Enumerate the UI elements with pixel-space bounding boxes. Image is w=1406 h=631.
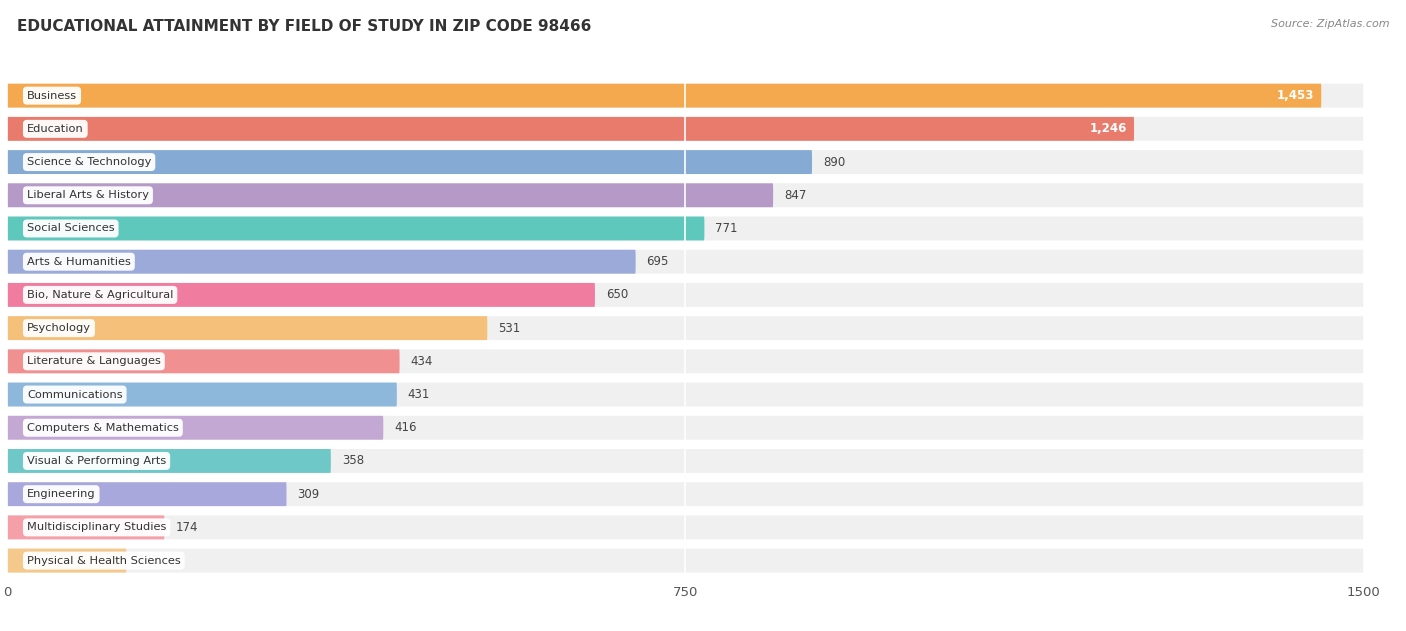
FancyBboxPatch shape (7, 416, 1364, 440)
Text: 695: 695 (647, 255, 669, 268)
Text: Visual & Performing Arts: Visual & Performing Arts (27, 456, 166, 466)
FancyBboxPatch shape (7, 150, 813, 174)
FancyBboxPatch shape (7, 516, 1364, 540)
Text: 309: 309 (298, 488, 319, 500)
FancyBboxPatch shape (7, 84, 1322, 108)
Text: Liberal Arts & History: Liberal Arts & History (27, 191, 149, 200)
Text: 890: 890 (823, 156, 845, 168)
FancyBboxPatch shape (7, 184, 1364, 207)
FancyBboxPatch shape (7, 250, 1364, 274)
Text: 847: 847 (785, 189, 807, 202)
FancyBboxPatch shape (7, 382, 1364, 406)
FancyBboxPatch shape (7, 283, 595, 307)
Text: Business: Business (27, 91, 77, 101)
Text: Communications: Communications (27, 389, 122, 399)
Text: Arts & Humanities: Arts & Humanities (27, 257, 131, 267)
FancyBboxPatch shape (7, 250, 636, 274)
FancyBboxPatch shape (7, 150, 1364, 174)
Text: 434: 434 (411, 355, 433, 368)
Text: Engineering: Engineering (27, 489, 96, 499)
FancyBboxPatch shape (7, 350, 399, 374)
FancyBboxPatch shape (7, 216, 704, 240)
Text: 174: 174 (176, 521, 198, 534)
FancyBboxPatch shape (7, 548, 1364, 572)
Text: 1,453: 1,453 (1277, 89, 1315, 102)
FancyBboxPatch shape (7, 316, 1364, 340)
FancyBboxPatch shape (7, 117, 1364, 141)
FancyBboxPatch shape (7, 482, 1364, 506)
Text: 650: 650 (606, 288, 628, 302)
Text: EDUCATIONAL ATTAINMENT BY FIELD OF STUDY IN ZIP CODE 98466: EDUCATIONAL ATTAINMENT BY FIELD OF STUDY… (17, 19, 592, 34)
Text: 358: 358 (342, 454, 364, 468)
FancyBboxPatch shape (7, 482, 287, 506)
FancyBboxPatch shape (7, 382, 396, 406)
FancyBboxPatch shape (7, 516, 165, 540)
Text: 132: 132 (138, 554, 160, 567)
Text: Education: Education (27, 124, 84, 134)
Text: Multidisciplinary Studies: Multidisciplinary Studies (27, 522, 166, 533)
FancyBboxPatch shape (7, 548, 127, 572)
Text: Literature & Languages: Literature & Languages (27, 357, 160, 367)
Text: Computers & Mathematics: Computers & Mathematics (27, 423, 179, 433)
FancyBboxPatch shape (7, 449, 1364, 473)
Text: Science & Technology: Science & Technology (27, 157, 152, 167)
Text: 771: 771 (716, 222, 738, 235)
Text: 431: 431 (408, 388, 430, 401)
Text: Bio, Nature & Agricultural: Bio, Nature & Agricultural (27, 290, 173, 300)
FancyBboxPatch shape (7, 184, 773, 207)
FancyBboxPatch shape (7, 216, 1364, 240)
Text: 416: 416 (394, 422, 416, 434)
Text: Physical & Health Sciences: Physical & Health Sciences (27, 555, 181, 565)
Text: Social Sciences: Social Sciences (27, 223, 114, 233)
FancyBboxPatch shape (7, 283, 1364, 307)
FancyBboxPatch shape (7, 84, 1364, 108)
Text: Psychology: Psychology (27, 323, 91, 333)
Text: Source: ZipAtlas.com: Source: ZipAtlas.com (1271, 19, 1389, 29)
FancyBboxPatch shape (7, 316, 488, 340)
FancyBboxPatch shape (7, 416, 384, 440)
FancyBboxPatch shape (7, 449, 330, 473)
Text: 531: 531 (498, 322, 520, 334)
Text: 1,246: 1,246 (1090, 122, 1126, 136)
FancyBboxPatch shape (7, 117, 1135, 141)
FancyBboxPatch shape (7, 350, 1364, 374)
